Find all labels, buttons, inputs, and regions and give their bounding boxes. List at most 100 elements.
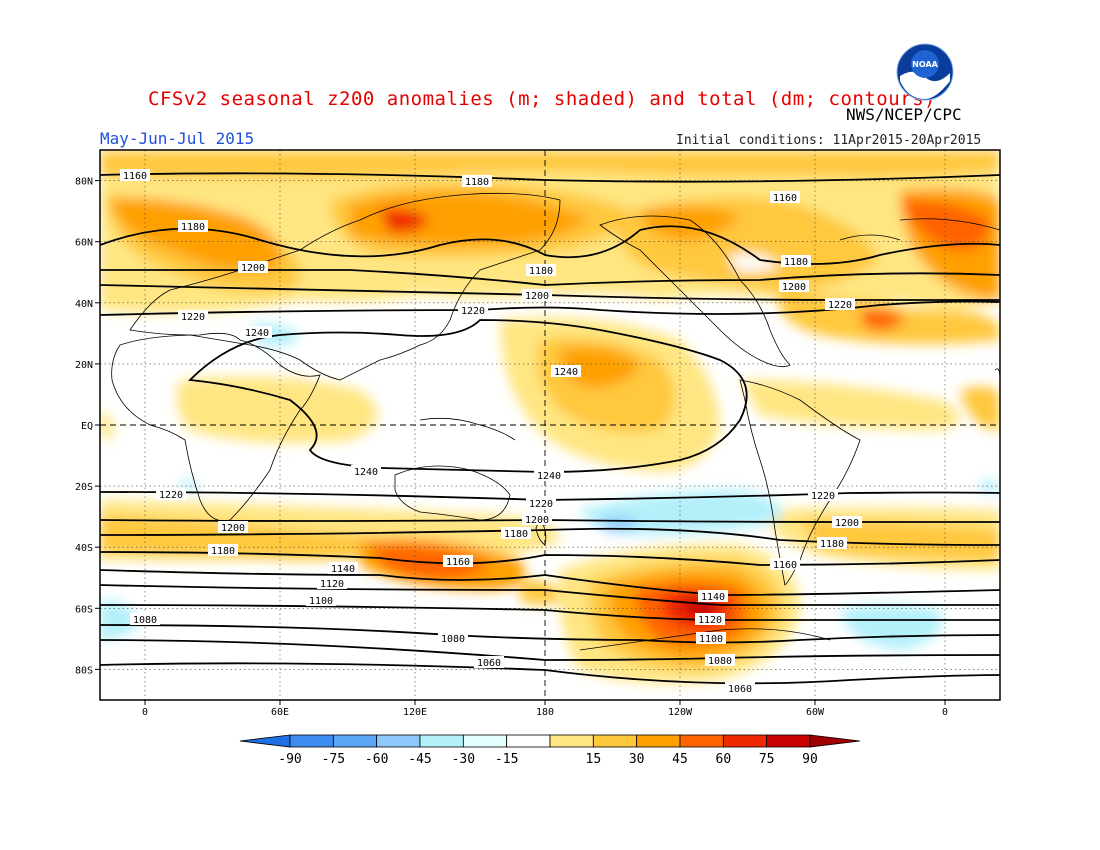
contour-label: 1220 [828, 300, 852, 311]
colorbar-arrow-left [239, 734, 291, 748]
contour-label: 1120 [698, 615, 722, 626]
lon-label: 60W [806, 707, 825, 718]
contour-label-bg [242, 326, 272, 338]
colorbar-swatch [679, 734, 724, 748]
contour-label-bg [438, 632, 468, 644]
contour-label: 1180 [529, 266, 553, 277]
contour-label-bg [526, 497, 556, 509]
contour-label-bg [779, 280, 809, 292]
contour-label: 1060 [728, 684, 752, 695]
contour-label: 1220 [811, 491, 835, 502]
contour-label-bg [808, 489, 838, 501]
colorbar-swatch [332, 734, 378, 748]
contour-label-bg [218, 521, 248, 533]
contour-label: 1180 [181, 222, 205, 233]
lon-label: 0 [942, 707, 948, 718]
colorbar-swatch [376, 734, 421, 748]
contour-label: 1180 [504, 529, 528, 540]
contour-labels: 1160 1180 1160 1180 1180 1180 1200 1200 1200 1220… [120, 169, 862, 695]
colorbar-swatch [462, 734, 508, 748]
lat-label: 20N [75, 360, 93, 371]
colorbar-label: 15 [586, 752, 602, 767]
contour-label: 1220 [461, 306, 485, 317]
lat-label: 40S [75, 543, 93, 554]
contour-label-bg [551, 365, 581, 377]
colorbar-label: 75 [759, 752, 775, 767]
contour-label-bg [501, 527, 531, 539]
contour-label-bg [120, 169, 150, 181]
lat-label: 20S [75, 482, 93, 493]
colorbar-swatch [506, 734, 551, 748]
height-contours [100, 172, 1000, 685]
contour-label-bg [351, 465, 381, 477]
contour-label: 1060 [477, 658, 501, 669]
contour-label: 1140 [331, 564, 355, 575]
colorbar-swatch [419, 734, 464, 748]
contour-label-bg [770, 558, 800, 570]
contour-label: 1180 [211, 546, 235, 557]
contour-label-bg [781, 255, 811, 267]
reference-lines [100, 150, 1000, 700]
contour-label: 1100 [309, 596, 333, 607]
contour-label-bg [156, 488, 186, 500]
colorbar-label: -15 [495, 752, 518, 767]
contour-label: 1240 [245, 328, 269, 339]
contour-label: 1220 [181, 312, 205, 323]
contour-label: 1200 [525, 515, 549, 526]
contour-label: 1180 [820, 539, 844, 550]
contour-label-bg [328, 562, 358, 574]
colorbar-label: -45 [408, 752, 431, 767]
lat-label: 80S [75, 665, 93, 676]
contour-label-bg [522, 513, 552, 525]
contour-label: 1080 [708, 656, 732, 667]
longitude-labels: 0 60E 120E 180 120W 60W 0 [142, 700, 948, 718]
contour-label: 1160 [123, 171, 147, 182]
contour-label: 1120 [320, 579, 344, 590]
contour-label-bg [458, 304, 488, 316]
contour-label-bg [696, 632, 726, 644]
contour-label-bg [770, 191, 800, 203]
contour-label-bg [825, 298, 855, 310]
contour-label: 1200 [782, 282, 806, 293]
contour-label: 1160 [773, 560, 797, 571]
colorbar-label: 45 [672, 752, 688, 767]
contour-label: 1160 [773, 193, 797, 204]
contour-label-bg [817, 537, 847, 549]
contour-label-bg [522, 289, 552, 301]
colorbar-swatch [636, 734, 681, 748]
colorbar-swatch [549, 734, 594, 748]
contour-label-bg [317, 577, 347, 589]
colorbar: -90 -75 -60 -45 -30 -15 15 30 45 60 75 90 [239, 734, 861, 767]
contour-label-bg [208, 544, 238, 556]
latitude-labels: 80N 60N 40N 20N EQ 20S 40S 60S 80S [75, 177, 100, 676]
lon-label: 60E [271, 707, 289, 718]
contour-label: 1180 [465, 177, 489, 188]
colorbar-swatch [289, 734, 334, 748]
contour-label-bg [462, 175, 492, 187]
lon-label: 180 [536, 707, 554, 718]
contour-label-bg [130, 613, 160, 625]
lat-label: 40N [75, 299, 93, 310]
contour-label: 1220 [529, 499, 553, 510]
lat-label: 60N [75, 238, 93, 249]
contour-label: 1200 [525, 291, 549, 302]
initial-conditions: Initial conditions: 11Apr2015-20Apr2015 [676, 133, 982, 148]
contour-label-bg [474, 656, 504, 668]
contour-label-bg [695, 613, 725, 625]
colorbar-label: -30 [452, 752, 475, 767]
lon-label: 120W [668, 707, 693, 718]
contour-label: 1200 [221, 523, 245, 534]
contour-label: 1140 [701, 592, 725, 603]
colorbar-label: 30 [629, 752, 645, 767]
contour-label-bg [698, 590, 728, 602]
contour-label-bg [178, 220, 208, 232]
coastlines [111, 192, 1000, 651]
contour-label-bg [705, 654, 735, 666]
contour-label: 1180 [784, 257, 808, 268]
colorbar-label: -75 [322, 752, 345, 767]
contour-label: 1100 [699, 634, 723, 645]
colorbar-label: 90 [802, 752, 818, 767]
contour-label: 1200 [241, 263, 265, 274]
colorbar-label: -90 [278, 752, 301, 767]
